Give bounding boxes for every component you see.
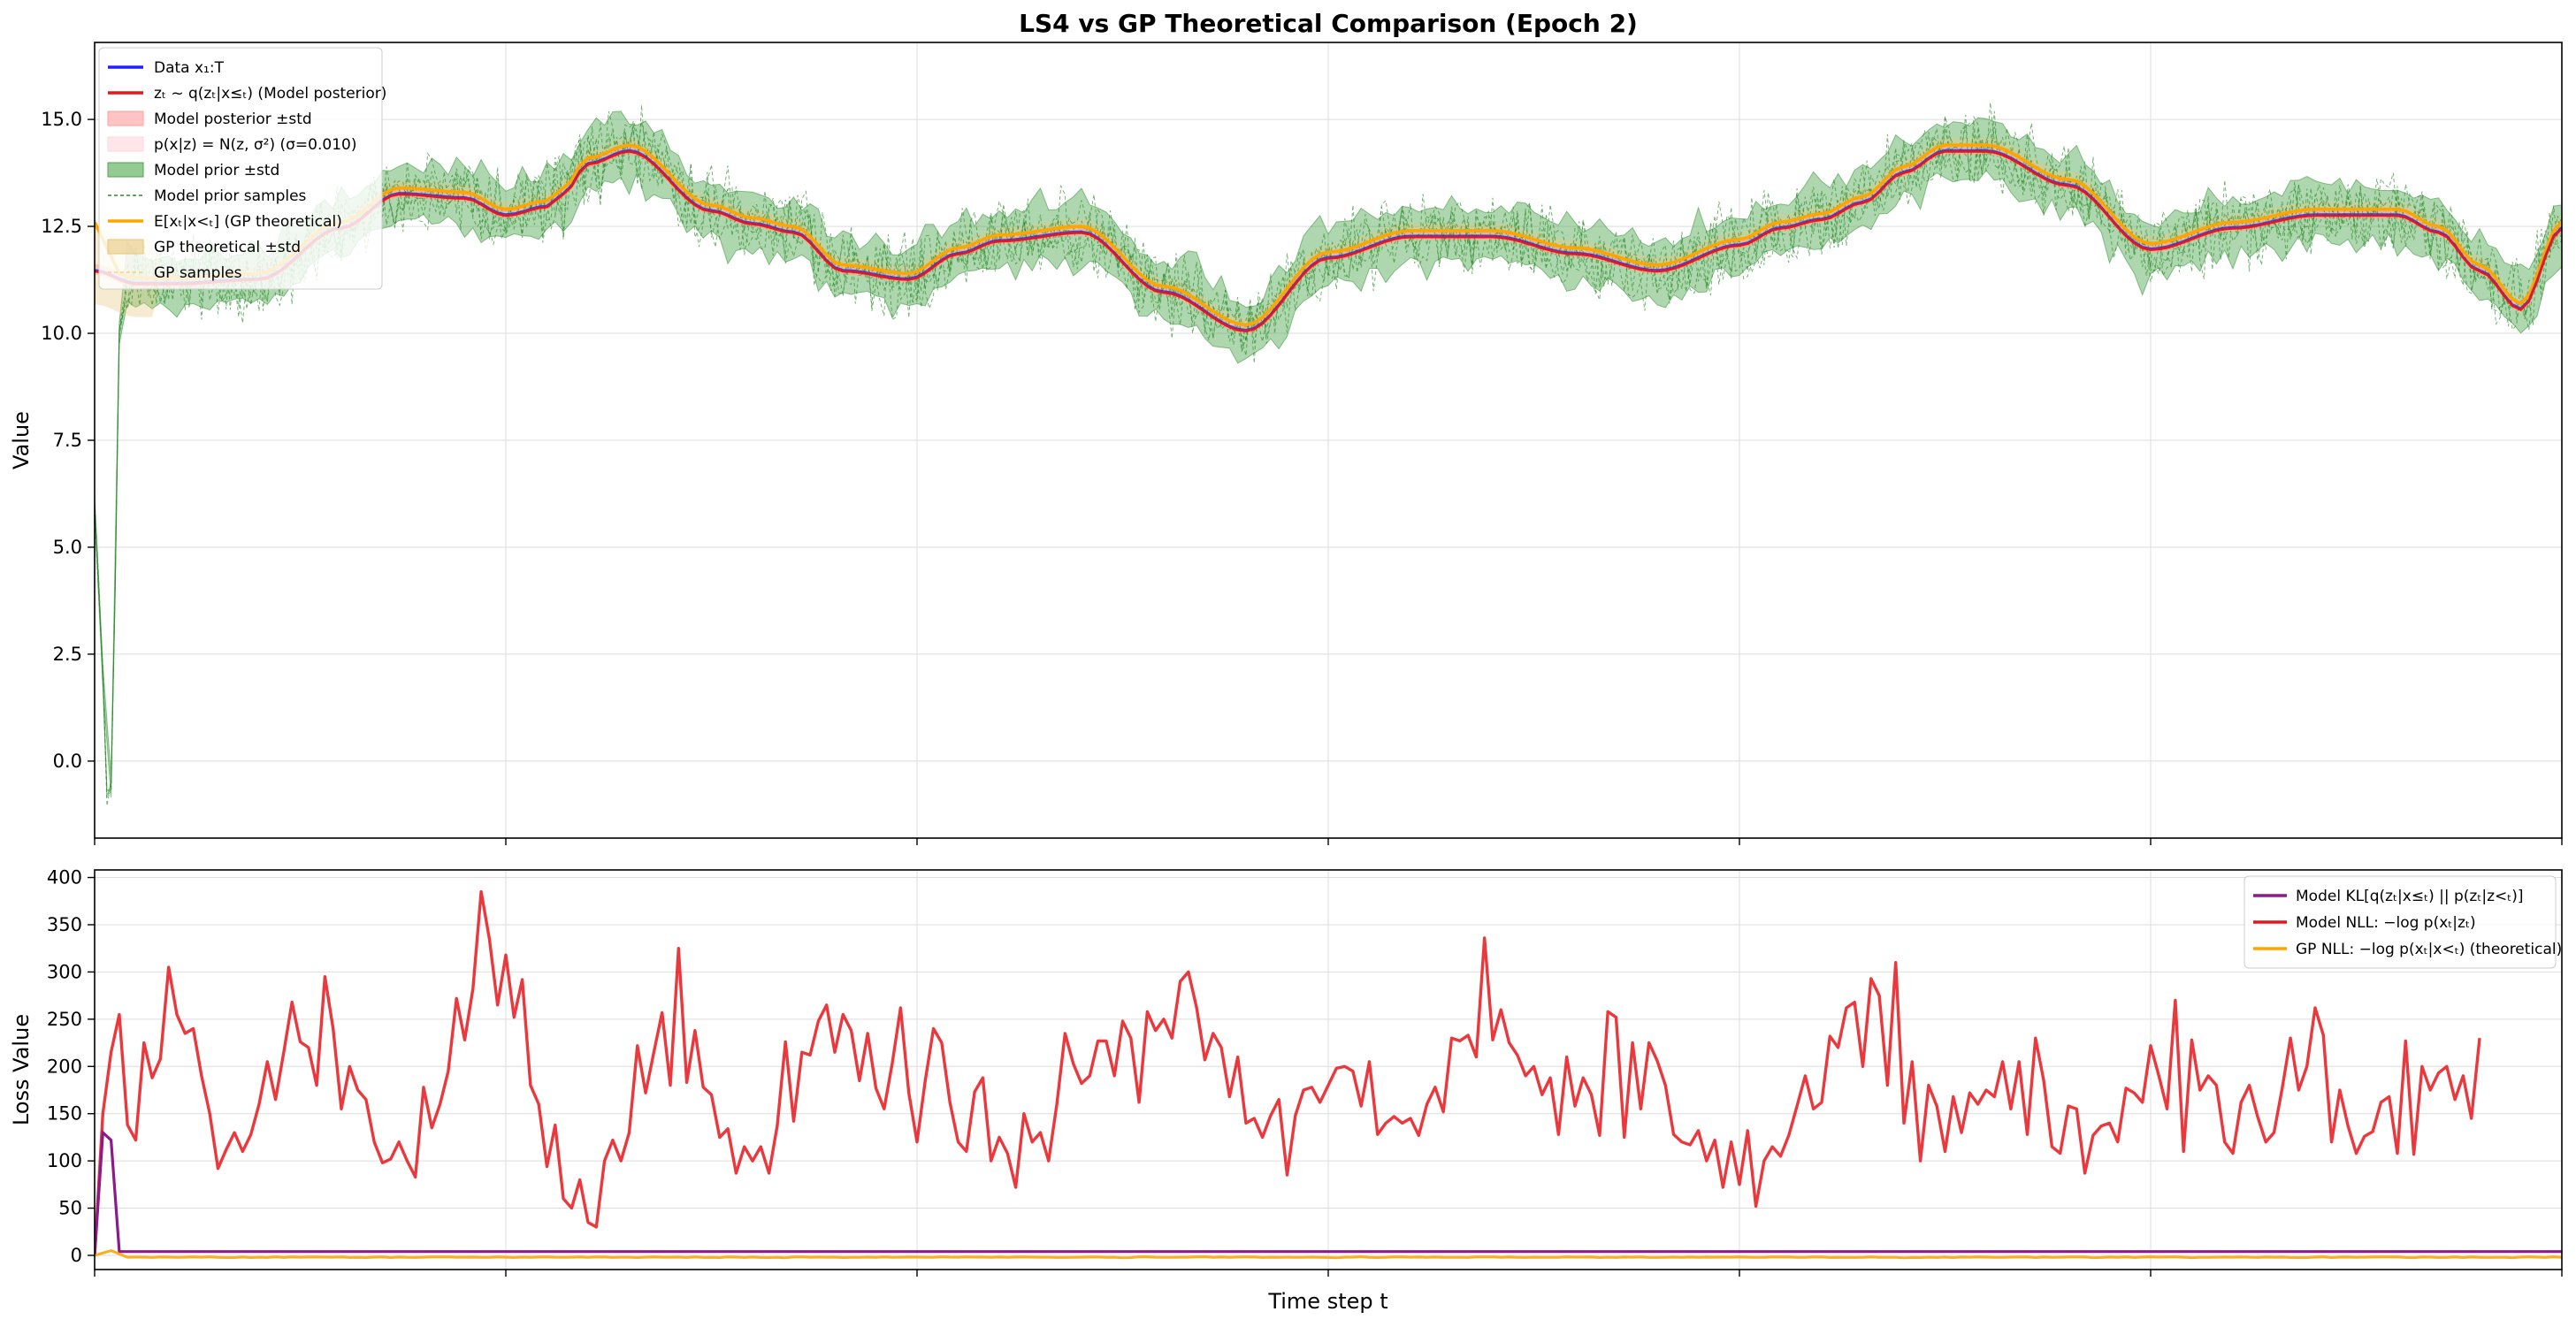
top-legend-label: Data x₁:T xyxy=(154,59,225,77)
top-legend-label: Model prior samples xyxy=(154,187,307,205)
top-ytick-label: 0.0 xyxy=(53,751,82,772)
top-lines xyxy=(95,103,2562,806)
prior-sample-line xyxy=(95,121,2562,798)
prior-sample-line xyxy=(95,103,2562,791)
top-grid xyxy=(94,42,2563,838)
top-axes-frame xyxy=(94,42,2563,839)
data-line xyxy=(95,149,2562,332)
bottom-lines xyxy=(95,889,2562,1260)
top-ytick-label: 15.0 xyxy=(41,109,82,130)
posterior-line xyxy=(95,150,2562,332)
top-y-axis-label: Value xyxy=(9,411,34,469)
top-legend-swatch xyxy=(107,111,144,126)
bottom-ytick-label: 150 xyxy=(47,1103,82,1125)
top-legend-label: zₜ ~ q(zₜ|x≤ₜ) (Model posterior) xyxy=(154,85,386,103)
nll-series-line xyxy=(95,889,2481,1256)
bottom-y-axis-label: Loss Value xyxy=(9,1014,34,1125)
top-ytick-label: 12.5 xyxy=(41,216,82,237)
gp-mean-line xyxy=(95,143,2562,327)
bottom-ytick-label: 250 xyxy=(47,1009,82,1030)
top-legend-swatch xyxy=(107,136,144,152)
top-legend-label: GP theoretical ±std xyxy=(154,239,301,256)
bottom-xticks xyxy=(94,1270,2563,1277)
top-ytick-label: 10.0 xyxy=(41,323,82,344)
top-legend-swatch xyxy=(107,239,144,255)
bottom-ytick-label: 50 xyxy=(58,1198,82,1219)
bottom-panel: 0 50 100 150 200 250 300 350 400 Loss Value Time… xyxy=(9,867,2563,1314)
bottom-ytick-label: 200 xyxy=(47,1056,82,1077)
top-legend-label: Model posterior ±std xyxy=(154,111,312,128)
top-xticks xyxy=(94,838,2563,845)
top-legend-swatch xyxy=(107,162,144,178)
bottom-ytick-label: 100 xyxy=(47,1150,82,1171)
prior-sample-line xyxy=(95,111,2562,806)
bottom-yticks: 0 50 100 150 200 250 300 350 400 xyxy=(47,867,95,1266)
top-legend-label: p(x|z) = N(z, σ²) (σ=0.010) xyxy=(154,136,356,154)
top-yticks: 0.0 2.5 5.0 7.5 10.0 12.5 15.0 xyxy=(41,109,95,772)
bottom-legend-label: Model KL[q(zₜ|x≤ₜ) || p(zₜ|z<ₜ)] xyxy=(2296,888,2524,905)
gp-nll-series-line xyxy=(95,1249,2562,1260)
bottom-ytick-label: 350 xyxy=(47,914,82,935)
x-axis-label: Time step t xyxy=(1267,1289,1387,1314)
top-ytick-label: 7.5 xyxy=(53,430,82,451)
bottom-ytick-label: 300 xyxy=(47,961,82,982)
bottom-grid xyxy=(94,870,2563,1270)
top-panel: 0.0 2.5 5.0 7.5 10.0 12.5 15.0 Value Data x₁:T… xyxy=(9,42,2563,845)
figure-title: LS4 vs GP Theoretical Comparison (Epoch … xyxy=(1019,9,1638,38)
bottom-legend: Model KL[q(zₜ|x≤ₜ) || p(zₜ|z<ₜ)] Model NL… xyxy=(2243,875,2562,969)
bottom-ytick-label: 400 xyxy=(47,867,82,888)
prior-sample-line xyxy=(95,111,2562,795)
top-legend-label: Model prior ±std xyxy=(154,162,279,179)
top-legend-box xyxy=(98,47,383,290)
top-ytick-label: 2.5 xyxy=(53,644,82,665)
top-legend-label: E[xₜ|x<ₜ] (GP theoretical) xyxy=(154,213,342,231)
kl-series-line xyxy=(95,1129,2562,1256)
top-legend-label: GP samples xyxy=(154,264,242,282)
top-ytick-label: 5.0 xyxy=(53,537,82,558)
bottom-legend-label: GP NLL: −log p(xₜ|x<ₜ) (theoretical) xyxy=(2296,941,2562,958)
bottom-legend-box xyxy=(2243,875,2557,969)
bottom-ytick-label: 0 xyxy=(71,1245,82,1266)
bottom-axes-frame xyxy=(94,869,2563,1270)
bottom-legend-label: Model NLL: −log p(xₜ|zₜ) xyxy=(2296,914,2476,932)
top-legend: Data x₁:T zₜ ~ q(zₜ|x≤ₜ) (Model posterior… xyxy=(98,47,386,290)
